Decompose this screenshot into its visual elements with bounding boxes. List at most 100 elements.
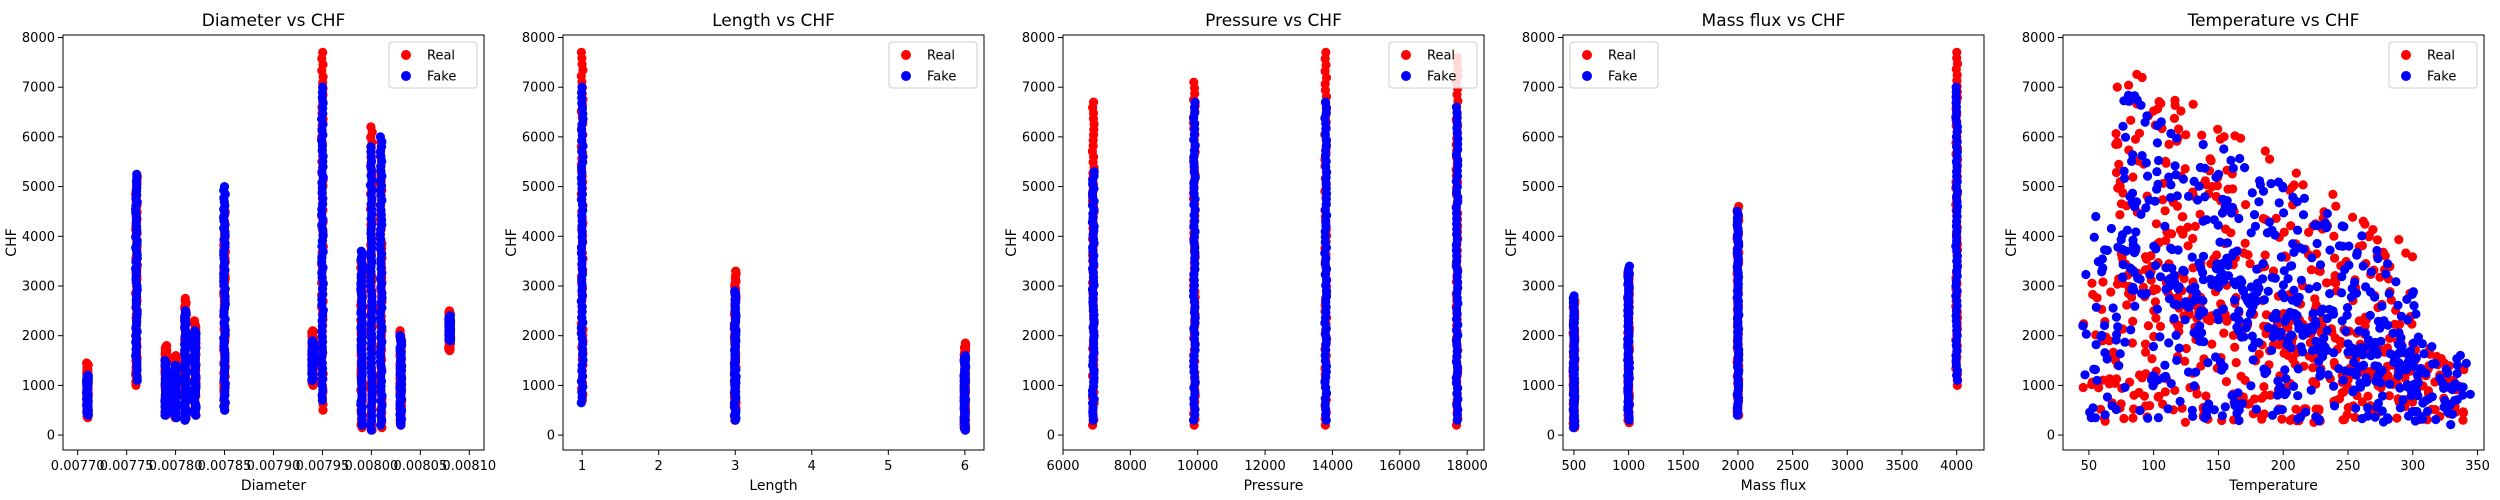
x-tick-label: 4 xyxy=(808,459,816,474)
fake-point xyxy=(2383,259,2393,269)
axes-frame xyxy=(62,34,485,451)
fake-point xyxy=(2198,251,2209,261)
fake-point xyxy=(2361,373,2371,383)
fake-point xyxy=(2263,286,2273,296)
fake-point xyxy=(2337,288,2347,298)
fake-point xyxy=(2204,399,2214,409)
real-point xyxy=(2181,130,2191,140)
fake-point xyxy=(2202,215,2212,225)
fake-point xyxy=(2130,301,2140,311)
legend-marker-real xyxy=(1582,50,1592,60)
y-axis-label: CHF xyxy=(4,228,20,256)
fake-point xyxy=(2292,310,2302,321)
real-point xyxy=(2329,277,2339,287)
fake-point xyxy=(2337,272,2347,282)
fake-point xyxy=(2193,195,2203,205)
fake-point xyxy=(2169,313,2179,324)
x-tick-label: 1000 xyxy=(1612,459,1645,474)
real-point xyxy=(2190,221,2200,231)
real-point xyxy=(2134,128,2145,138)
x-tick-label: 0.00775 xyxy=(100,459,154,474)
real-point xyxy=(2201,391,2211,401)
fake-point xyxy=(1569,291,1579,301)
real-point xyxy=(2132,69,2142,79)
fake-point xyxy=(2252,296,2262,306)
x-tick-label: 10000 xyxy=(1177,459,1218,474)
fake-point xyxy=(2288,239,2298,249)
real-point xyxy=(2222,316,2232,326)
legend-box xyxy=(888,41,978,89)
data-points xyxy=(1568,47,1963,433)
real-point xyxy=(2094,383,2104,393)
real-point xyxy=(2126,115,2136,125)
fake-point xyxy=(2424,394,2434,404)
fake-point xyxy=(395,331,405,341)
y-tick-label: 1000 xyxy=(1522,379,1555,394)
fake-point xyxy=(2199,337,2209,347)
fake-point xyxy=(2118,272,2128,282)
legend-label-fake: Fake xyxy=(2427,70,2456,85)
fake-point xyxy=(2444,382,2454,392)
real-point xyxy=(2321,278,2332,288)
y-axis-label: CHF xyxy=(1504,228,1520,256)
real-point xyxy=(318,47,328,58)
real-point xyxy=(2117,253,2127,263)
fake-point xyxy=(2170,161,2180,171)
fake-point xyxy=(2298,347,2308,357)
fake-point xyxy=(2293,319,2303,329)
fake-point xyxy=(2136,100,2146,110)
fake-point xyxy=(2234,326,2244,336)
fake-point xyxy=(2163,404,2173,414)
legend-marker-real xyxy=(2401,50,2411,60)
fake-point xyxy=(2091,340,2101,350)
fake-point xyxy=(2085,407,2095,417)
x-tick-label: 12000 xyxy=(1244,459,1285,474)
real-point xyxy=(82,358,92,368)
real-point xyxy=(2339,414,2349,425)
y-tick-label: 1000 xyxy=(22,379,55,394)
fake-point xyxy=(2141,158,2151,168)
x-tick-label: 2500 xyxy=(1776,459,1809,474)
fake-point xyxy=(1451,102,1462,112)
real-point xyxy=(2202,314,2212,324)
fake-point xyxy=(2258,186,2269,196)
real-point xyxy=(2331,201,2341,211)
chart-panel-5: Temperature vs CHF 50 100 150 200 250 300 350 0 1… xyxy=(2004,11,2490,494)
fake-point xyxy=(2175,396,2185,406)
fake-point xyxy=(2128,235,2138,245)
fake-point xyxy=(1190,97,1200,107)
fake-point xyxy=(2081,269,2091,280)
fake-point xyxy=(2276,382,2286,392)
real-point xyxy=(2155,321,2166,331)
fake-point xyxy=(2288,192,2298,202)
fake-point xyxy=(2246,381,2256,391)
real-point xyxy=(2259,382,2269,392)
fake-point xyxy=(2394,348,2404,358)
fake-point xyxy=(2251,404,2261,414)
real-point xyxy=(960,338,971,348)
fake-point xyxy=(445,311,455,321)
real-point xyxy=(2179,273,2189,284)
fake-point xyxy=(2081,329,2091,339)
y-tick-label: 1000 xyxy=(2022,379,2055,394)
y-tick-label: 2000 xyxy=(1022,329,1055,344)
fake-point xyxy=(2097,254,2107,264)
fake-point xyxy=(2270,230,2280,240)
fake-point xyxy=(2254,338,2264,348)
fake-point xyxy=(2098,263,2108,273)
real-point xyxy=(2151,313,2161,323)
fake-point xyxy=(2358,261,2368,271)
legend-label-real: Real xyxy=(927,49,955,64)
fake-point xyxy=(2217,411,2227,421)
x-axis-label: Pressure xyxy=(1244,478,1304,494)
x-tick-label: 14000 xyxy=(1312,459,1353,474)
fake-point xyxy=(2102,392,2112,402)
fake-point xyxy=(2124,96,2134,106)
x-tick-label: 18000 xyxy=(1446,459,1487,474)
real-point xyxy=(2140,339,2151,349)
fake-point xyxy=(2194,322,2204,332)
fake-point xyxy=(2452,360,2462,370)
fake-point xyxy=(2131,227,2141,237)
fake-point xyxy=(356,246,366,256)
